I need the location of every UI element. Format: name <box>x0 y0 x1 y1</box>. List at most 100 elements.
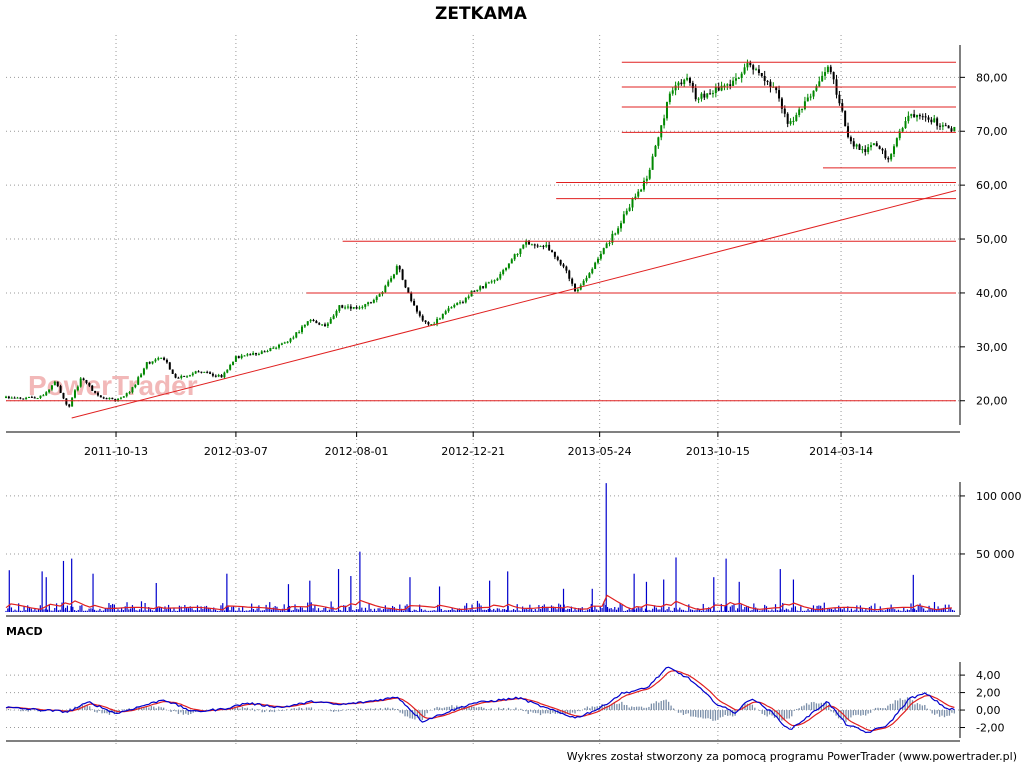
candle-body <box>921 116 924 118</box>
candle-body <box>88 383 91 386</box>
candle-body <box>341 305 344 308</box>
candle-body <box>700 93 703 99</box>
price-tick-label: 80,00 <box>976 71 1008 84</box>
candle-body <box>165 359 168 363</box>
candle-body <box>427 322 430 325</box>
macd-series <box>5 666 956 734</box>
candle-body <box>441 313 444 319</box>
candle-body <box>734 78 737 81</box>
candle-body <box>525 240 528 245</box>
candle-body <box>665 102 668 119</box>
candle-body <box>283 342 286 344</box>
watermark: PowerTrader <box>28 370 198 401</box>
support-resistance-lines <box>6 61 957 419</box>
candle-body <box>637 191 640 197</box>
candle-body <box>562 264 565 267</box>
candle-body <box>757 69 760 73</box>
candle-body <box>726 84 729 86</box>
candle-body <box>683 79 686 85</box>
candle-body <box>140 374 143 378</box>
candle-body <box>421 315 424 321</box>
candle-body <box>640 189 643 192</box>
candle-body <box>766 80 769 82</box>
candle-body <box>346 306 349 308</box>
candle-body <box>56 381 59 387</box>
candle-body <box>255 353 258 355</box>
candle-body <box>812 90 815 97</box>
footer-credit: Wykres został stworzony za pomocą progra… <box>567 750 1017 763</box>
candle-body <box>703 93 706 98</box>
volume-tick-label: 50 000 <box>976 548 1015 561</box>
candle-body <box>913 114 916 118</box>
macd-tick-label: 4,00 <box>976 669 1001 682</box>
candle-body <box>358 307 361 309</box>
candle-body <box>418 311 421 316</box>
candle-body <box>53 381 56 386</box>
candle-body <box>677 82 680 86</box>
price-series <box>5 59 956 408</box>
candle-body <box>694 88 697 100</box>
candle-body <box>585 277 588 281</box>
candle-body <box>559 259 562 265</box>
candle-body <box>680 82 683 85</box>
candle-body <box>588 273 591 278</box>
chart-title: ZETKAMA <box>435 4 528 24</box>
candle-body <box>760 72 763 77</box>
candle-body <box>404 279 407 288</box>
candle-body <box>691 82 694 89</box>
x-tick-label: 2012-08-01 <box>325 445 389 458</box>
candle-body <box>941 125 944 127</box>
candle-body <box>522 244 525 249</box>
candle-body <box>849 137 852 142</box>
candle-body <box>608 242 611 244</box>
x-tick-label: 2013-10-15 <box>686 445 750 458</box>
candle-body <box>674 85 677 91</box>
candle-body <box>789 121 792 124</box>
candle-body <box>232 361 235 365</box>
candle-body <box>936 118 939 126</box>
candle-body <box>114 399 117 401</box>
x-tick-label: 2012-12-21 <box>441 445 505 458</box>
candle-body <box>631 198 634 208</box>
candle-body <box>548 244 551 251</box>
candle-body <box>887 157 890 160</box>
candle-body <box>806 97 809 102</box>
candle-body <box>180 375 183 378</box>
candle-body <box>737 77 740 79</box>
candle-body <box>493 280 496 282</box>
candle-body <box>456 303 459 306</box>
candle-body <box>763 76 766 81</box>
candle-body <box>349 306 352 309</box>
candle-body <box>145 362 148 369</box>
macd-tick-label: 2,00 <box>976 687 1001 700</box>
candle-body <box>102 397 105 399</box>
candle-body <box>622 214 625 224</box>
candle-body <box>818 81 821 87</box>
candle-body <box>723 85 726 87</box>
candle-body <box>513 254 516 260</box>
price-tick-label: 30,00 <box>976 341 1008 354</box>
candle-body <box>597 258 600 263</box>
candle-body <box>829 66 832 73</box>
candle-body <box>832 72 835 80</box>
candle-body <box>117 398 120 401</box>
candle-body <box>160 357 163 359</box>
candle-body <box>775 86 778 91</box>
candle-body <box>447 308 450 312</box>
candle-body <box>275 347 278 349</box>
candle-body <box>867 147 870 153</box>
axes <box>6 45 961 742</box>
candle-body <box>194 371 197 374</box>
candle-body <box>528 240 531 245</box>
candle-body <box>944 125 947 127</box>
candle-body <box>786 113 789 124</box>
candle-body <box>884 150 887 158</box>
candle-body <box>33 397 36 399</box>
candle-body <box>50 385 53 390</box>
candle-body <box>303 324 306 327</box>
macd-label: MACD <box>6 625 43 638</box>
candle-body <box>338 305 341 311</box>
candle-body <box>378 294 381 297</box>
candle-body <box>272 347 275 349</box>
